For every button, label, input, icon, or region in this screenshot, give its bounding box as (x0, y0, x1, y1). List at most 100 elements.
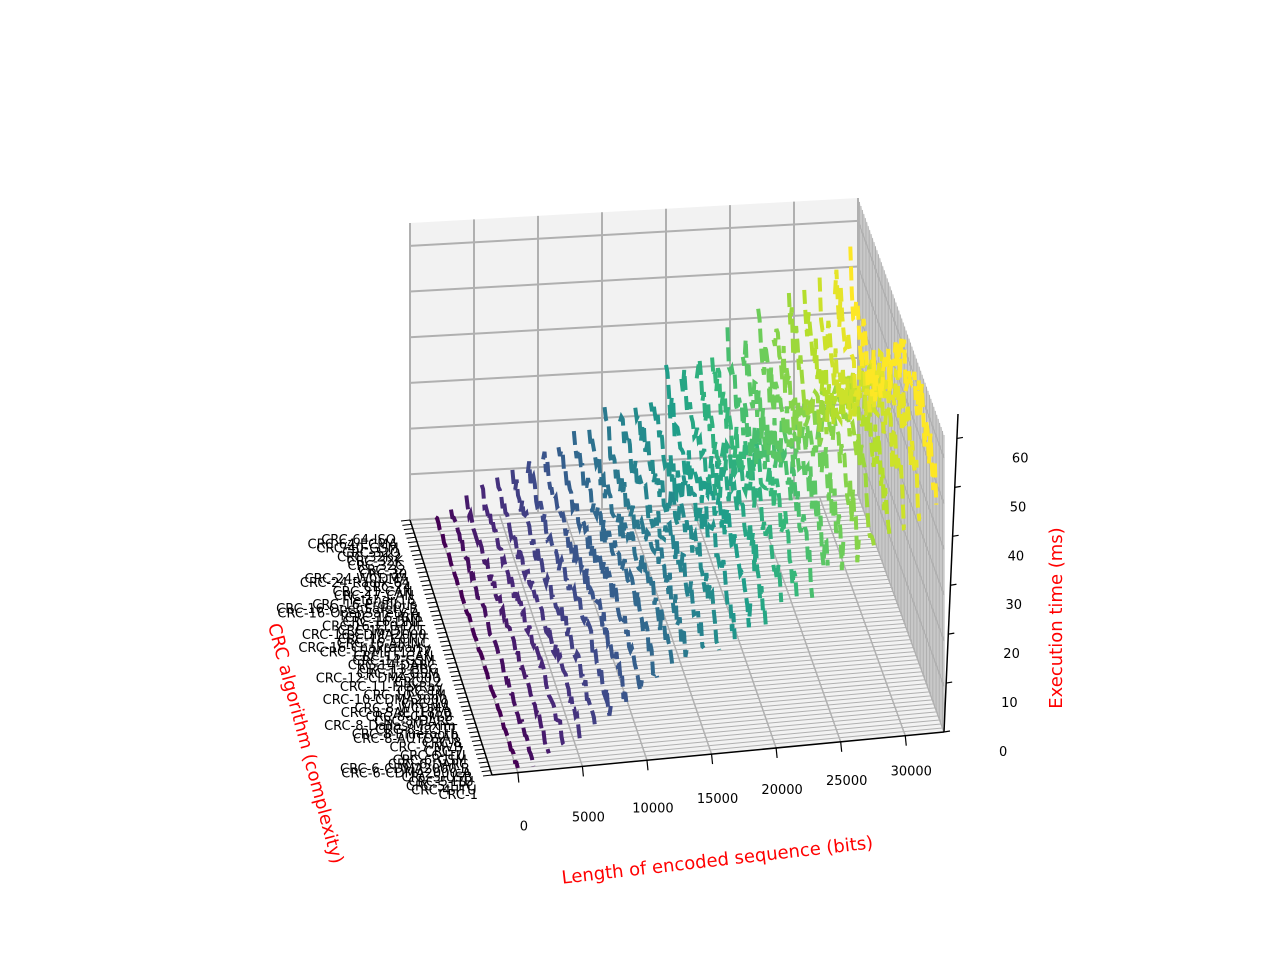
y-tick-label: CRC-8-Bluetooth (352, 727, 459, 742)
grid-line-floor-y (423, 534, 873, 564)
y-tick-mark (424, 592, 434, 595)
grid-line-floor-y (459, 639, 911, 677)
y-tick-label: CRC-4-ITU (411, 784, 476, 799)
y-tick-label: CRC-40-GSM (316, 542, 398, 557)
y-tick-mark (478, 761, 488, 764)
series-line (633, 407, 722, 651)
y-tick-mark (473, 744, 483, 747)
grid-line-floor-y (430, 554, 880, 586)
x-tick-label: 30000 (891, 765, 932, 780)
grid-line-floor-y (448, 606, 899, 642)
chart-ticks: 0 5000 10000 15000 20000 25000 30000 0 10 20 30 40 5… (276, 436, 1028, 835)
y-tick-label: CRC-21-CAN (333, 585, 413, 600)
grid-line-floor-y (457, 631, 908, 668)
y-tick-mark (446, 662, 456, 665)
grid-line-floor-y (479, 695, 931, 737)
chart-series (434, 246, 939, 769)
y-tick-label: CRC-6-ITU (400, 749, 465, 764)
z-tick-mark (954, 485, 961, 488)
x-tick-mark (904, 735, 907, 746)
y-tick-label: CRC-11-FlexRay (340, 680, 444, 695)
series-line (587, 429, 675, 670)
y-tick-label: CRC-24-Radix-64 (300, 576, 410, 591)
y-tick-label: CRC-16-ARINC (337, 637, 430, 652)
z-tick-label: 20 (1003, 647, 1020, 662)
y-tick-label: CRC-14-GSM (352, 654, 434, 669)
x-tick-label: 15000 (697, 792, 738, 807)
y-tick-label: CRC-32Q (342, 546, 400, 561)
y-tick-label: CRC-12-CDMA2000 (316, 671, 441, 686)
x-axis-line (491, 731, 945, 776)
y-tick-mark (471, 739, 481, 742)
y-tick-mark (439, 640, 449, 643)
y-tick-label: CRC-32 (358, 563, 406, 578)
y-tick-mark (450, 675, 461, 678)
y-tick-label: CRC-15-MPT1327 (320, 645, 433, 660)
y-tick-label: CRC-8-WCDMA (354, 702, 450, 717)
grid-line-floor-y (476, 687, 929, 728)
series-line (571, 430, 660, 679)
z-tick-label: 0 (999, 745, 1007, 760)
y-tick-label: CRC-7 (425, 745, 465, 760)
z-tick-mark (943, 730, 951, 733)
grid-line-floor-y (432, 558, 882, 590)
series-line (648, 402, 737, 640)
y-tick-mark (445, 657, 455, 660)
z-tick-label: 10 (1001, 696, 1018, 711)
grid-line-floor-y (429, 550, 879, 582)
z-axis-title: Execution time (ms) (1046, 527, 1067, 708)
y-tick-mark (474, 748, 484, 751)
x-tick-mark (840, 741, 843, 752)
x-tick-mark (517, 772, 520, 783)
grid-line-floor-y (475, 683, 927, 724)
series-line (464, 495, 551, 754)
grid-line-floor-y (471, 671, 923, 711)
y-tick-label: CRC-6-CDMA2000-B (340, 762, 470, 777)
grid-line-floor-y (478, 691, 930, 733)
y-tick-label: CRC-12 (394, 676, 442, 691)
series-line (618, 411, 706, 650)
grid-line-floor-y (468, 663, 920, 703)
grid-line-floor-y (462, 647, 914, 685)
x-tick-label: 5000 (572, 810, 605, 825)
series-line (817, 277, 906, 531)
grid-line-floor-x (754, 500, 842, 743)
y-tick-mark (437, 631, 447, 634)
grid-line-floor-y (464, 651, 915, 690)
y-tick-mark (462, 709, 472, 712)
y-tick-label: CRC-16-DECT (337, 624, 425, 639)
y-tick-mark (448, 666, 458, 669)
z-tick-mark (952, 534, 959, 537)
y-tick-label: CRC-14-DARC (348, 658, 437, 673)
y-tick-mark (413, 558, 423, 561)
x-tick-mark (775, 747, 778, 759)
grid-line-floor-y (473, 679, 926, 720)
y-tick-label: CRC-1 (438, 788, 478, 803)
y-tick-label: CRC-32K (347, 555, 404, 570)
series-line (448, 509, 536, 767)
y-tick-mark (421, 584, 431, 587)
z-tick-mark (956, 436, 964, 440)
grid-line-floor-y (419, 522, 869, 551)
y-tick-mark (400, 519, 411, 522)
y-tick-mark (460, 705, 470, 708)
series-line (541, 451, 629, 703)
grid-line-floor-y (487, 719, 940, 763)
grid-line-floor-y (440, 582, 891, 616)
y-tick-mark (452, 679, 462, 682)
grid-line-floor-y (480, 699, 933, 741)
series-line (495, 477, 582, 740)
z-tick-mark (950, 583, 957, 586)
y-tick-mark (409, 545, 419, 548)
grid-line-floor-y (439, 578, 889, 612)
y-tick-mark (455, 688, 465, 691)
y-tick-label: CRC-17-CAN (334, 589, 414, 604)
grid-line-floor-y (482, 703, 934, 746)
y-tick-label: CRC-16-DNP (342, 615, 422, 630)
y-tick-mark (442, 649, 452, 652)
y-tick-label: CRC-16-OpenSafety-B (276, 602, 418, 617)
grid-line-floor-y (447, 602, 898, 638)
y-tick-label: CRC-15-CAN (353, 650, 433, 665)
series-line (848, 246, 939, 505)
